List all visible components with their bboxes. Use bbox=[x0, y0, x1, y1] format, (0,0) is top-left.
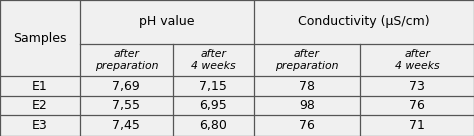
Text: pH value: pH value bbox=[139, 15, 194, 28]
Text: 7,15: 7,15 bbox=[200, 80, 227, 92]
Text: 98: 98 bbox=[299, 99, 315, 112]
Text: Conductivity (μS/cm): Conductivity (μS/cm) bbox=[298, 15, 429, 28]
Text: after
preparation: after preparation bbox=[275, 49, 338, 71]
Text: 76: 76 bbox=[409, 99, 425, 112]
Text: E2: E2 bbox=[32, 99, 48, 112]
Text: 6,95: 6,95 bbox=[200, 99, 227, 112]
Text: 71: 71 bbox=[409, 119, 425, 132]
Text: 73: 73 bbox=[409, 80, 425, 92]
Text: after
4 weeks: after 4 weeks bbox=[191, 49, 236, 71]
Text: after
4 weeks: after 4 weeks bbox=[395, 49, 439, 71]
Text: 6,80: 6,80 bbox=[200, 119, 227, 132]
Text: 78: 78 bbox=[299, 80, 315, 92]
Text: 76: 76 bbox=[299, 119, 315, 132]
Text: after
preparation: after preparation bbox=[95, 49, 158, 71]
Text: 7,55: 7,55 bbox=[112, 99, 140, 112]
Text: E3: E3 bbox=[32, 119, 48, 132]
Text: E1: E1 bbox=[32, 80, 48, 92]
Text: 7,69: 7,69 bbox=[112, 80, 140, 92]
Text: 7,45: 7,45 bbox=[112, 119, 140, 132]
Text: Samples: Samples bbox=[13, 32, 66, 45]
